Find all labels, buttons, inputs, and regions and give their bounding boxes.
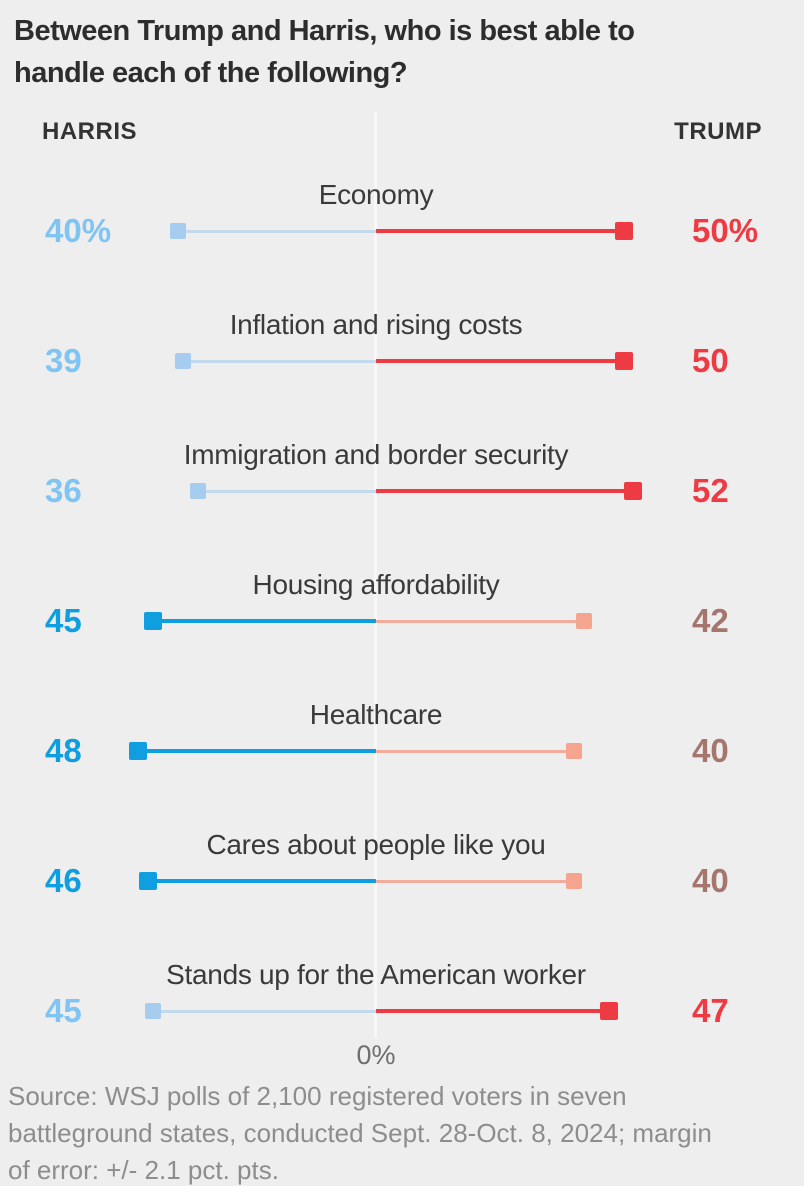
- trump-marker: [575, 613, 592, 629]
- trump-value: 42: [692, 602, 729, 639]
- trump-value: 47: [692, 992, 729, 1029]
- issue-row: Immigration and border security 36 52: [0, 424, 804, 554]
- issue-label: Stands up for the American worker: [166, 959, 586, 990]
- dumbbell-bar: 36 52: [0, 472, 804, 554]
- dumbbell-bar: 46 40: [0, 862, 804, 944]
- series-header-row: HARRIS TRUMP: [0, 118, 804, 152]
- issue-row: Housing affordability 45 42: [0, 554, 804, 684]
- harris-value: 36: [45, 472, 82, 509]
- zero-axis-label: 0%: [356, 1040, 396, 1070]
- trump-marker: [566, 873, 582, 889]
- trump-value: 52: [692, 472, 729, 509]
- trump-line: [376, 749, 574, 753]
- harris-marker: [129, 742, 148, 760]
- zero-axis-line: [374, 112, 377, 1038]
- dumbbell-bar: 48 40: [0, 732, 804, 814]
- trump-line: [376, 359, 624, 363]
- trump-marker: [614, 352, 633, 370]
- harris-value: 46: [45, 862, 82, 899]
- trump-value: 40: [692, 862, 729, 899]
- source-note-line-3: of error: +/- 2.1 pct. pts.: [8, 1155, 279, 1185]
- issue-label: Inflation and rising costs: [229, 309, 523, 340]
- trump-marker: [614, 222, 633, 240]
- harris-line: [138, 749, 376, 753]
- chart-title: Between Trump and Harris, who is best ab…: [14, 10, 784, 94]
- harris-marker: [145, 1003, 162, 1019]
- harris-line: [182, 359, 376, 363]
- trump-line: [376, 619, 584, 623]
- chart-title-line-1: Between Trump and Harris, who is best ab…: [14, 15, 635, 47]
- dumbbell-bar: 40% 50%: [0, 212, 804, 294]
- trump-line: [376, 879, 574, 883]
- harris-value: 45: [45, 602, 82, 639]
- trump-value: 50%: [692, 212, 759, 249]
- trump-series-label: TRUMP: [674, 118, 762, 145]
- issue-label: Healthcare: [309, 699, 443, 730]
- trump-line: [376, 1009, 609, 1013]
- issue-row: Stands up for the American worker 45 47: [0, 944, 804, 1074]
- issue-label: Economy: [318, 179, 434, 210]
- harris-marker: [170, 223, 186, 239]
- issue-label: Cares about people like you: [206, 829, 546, 860]
- harris-marker: [174, 353, 191, 369]
- trump-line: [376, 489, 634, 493]
- dumbbell-bar: 45 42: [0, 602, 804, 684]
- harris-line: [148, 879, 376, 883]
- issue-row: Cares about people like you 46 40: [0, 814, 804, 944]
- harris-value: 45: [45, 992, 82, 1029]
- trump-marker: [599, 1002, 618, 1020]
- harris-marker: [189, 483, 206, 499]
- trump-marker: [566, 743, 582, 759]
- harris-line: [153, 1009, 376, 1013]
- harris-value: 39: [45, 342, 82, 379]
- harris-line: [178, 229, 376, 233]
- issue-label: Housing affordability: [252, 569, 500, 600]
- harris-line: [153, 619, 376, 623]
- issue-rows-container: Economy 40% 50% Inflation and rising cos…: [0, 164, 804, 1074]
- dumbbell-bar: 39 50: [0, 342, 804, 424]
- issue-label: Immigration and border security: [183, 439, 569, 470]
- trump-line: [376, 229, 624, 233]
- source-note-line-2: battleground states, conducted Sept. 28-…: [8, 1118, 712, 1148]
- dumbbell-bar: 45 47: [0, 992, 804, 1074]
- harris-value: 40%: [45, 212, 112, 249]
- harris-series-label: HARRIS: [42, 118, 138, 145]
- source-note-line-1: Source: WSJ polls of 2,100 registered vo…: [8, 1081, 627, 1111]
- harris-marker: [139, 872, 158, 890]
- source-note: Source: WSJ polls of 2,100 registered vo…: [8, 1078, 800, 1189]
- trump-marker: [624, 482, 643, 500]
- issue-row: Economy 40% 50%: [0, 164, 804, 294]
- trump-value: 40: [692, 732, 729, 769]
- harris-marker: [144, 612, 163, 630]
- harris-value: 48: [45, 732, 82, 769]
- issue-row: Inflation and rising costs 39 50: [0, 294, 804, 424]
- issue-row: Healthcare 48 40: [0, 684, 804, 814]
- trump-value: 50: [692, 342, 729, 379]
- chart-title-line-2: handle each of the following?: [14, 57, 408, 89]
- harris-line: [197, 489, 376, 493]
